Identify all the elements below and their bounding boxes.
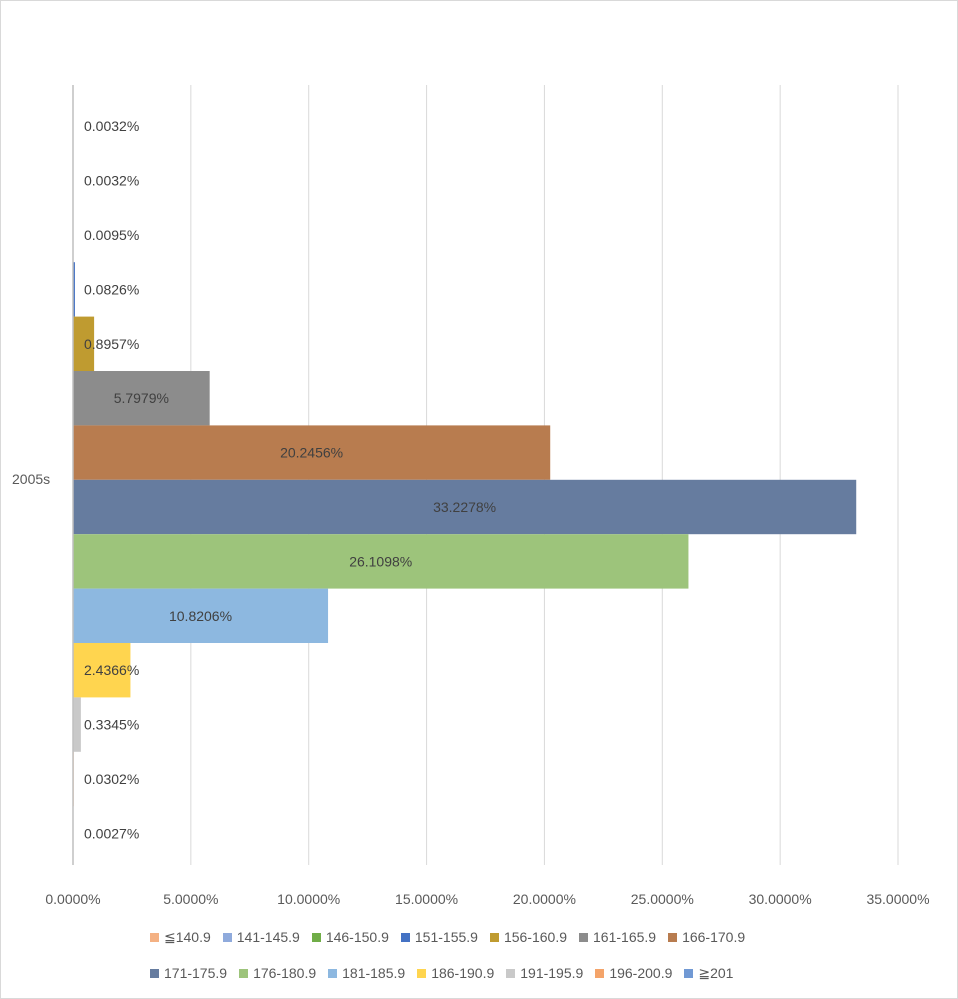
legend-label: ≧201: [698, 964, 734, 981]
legend-label: 151-155.9: [414, 929, 478, 945]
data-label: 0.0032%: [84, 173, 139, 189]
category-label: 2005s: [12, 471, 50, 487]
legend-label: 156-160.9: [503, 929, 568, 945]
legend: ≦140.9 141-145.9 146-150.9 151-155.9 156-160…: [150, 926, 850, 998]
legend-item: ≧201: [684, 965, 733, 982]
legend-label: 171-175.9: [164, 965, 228, 981]
legend-item: 146-150.9: [311, 929, 389, 945]
data-label: 2.4366%: [84, 662, 139, 678]
legend-item: ≦140.9: [150, 929, 211, 946]
data-label: 5.7979%: [114, 390, 169, 406]
legend-swatch: [311, 932, 321, 942]
bar: [73, 697, 81, 752]
x-tick-label: 10.0000%: [277, 891, 340, 907]
legend-swatch: [684, 968, 694, 978]
data-label: 0.0302%: [84, 771, 139, 787]
x-tick-label: 25.0000%: [631, 891, 694, 907]
bar: [73, 316, 95, 371]
legend-label: 191-195.9: [520, 965, 584, 981]
legend-item: 141-145.9: [222, 929, 300, 945]
legend-label: 181-185.9: [342, 965, 406, 981]
data-label: 26.1098%: [349, 553, 412, 569]
legend-label: 186-190.9: [431, 965, 495, 981]
legend-label: 146-150.9: [325, 929, 389, 945]
data-label: 0.8957%: [84, 336, 139, 352]
x-tick-label: 5.0000%: [163, 891, 218, 907]
bar: [73, 425, 551, 480]
data-label: 0.0032%: [84, 118, 139, 134]
legend-item: 161-165.9: [579, 929, 656, 945]
bar: [73, 588, 329, 643]
x-tick-label: 20.0000%: [513, 891, 576, 907]
legend-label: 196-200.9: [609, 965, 673, 981]
legend-label: ≦140.9: [164, 928, 211, 945]
legend-swatch: [400, 932, 410, 942]
legend-swatch: [579, 932, 589, 942]
legend-item: 166-170.9: [668, 929, 745, 945]
legend-swatch: [150, 968, 159, 978]
legend-item: 196-200.9: [595, 965, 672, 981]
x-tick-label: 15.0000%: [395, 891, 458, 907]
legend-item: 151-155.9: [400, 929, 478, 945]
legend-swatch: [150, 932, 159, 942]
legend-item: 176-180.9: [239, 965, 316, 981]
gridlines: [190, 85, 899, 865]
bar: [73, 262, 75, 317]
bar: [73, 534, 689, 589]
legend-label: 176-180.9: [253, 965, 317, 981]
legend-item: 191-195.9: [506, 965, 583, 981]
legend-item: 171-175.9: [150, 965, 227, 981]
bar: [73, 371, 210, 426]
legend-swatch: [595, 968, 605, 978]
legend-label: 141-145.9: [236, 929, 300, 945]
axis: 0.0000% 5.0000% 10.0000% 15.0000% 20.0000% 25…: [45, 85, 930, 907]
data-label: 33.2278%: [433, 499, 496, 515]
x-tick-label: 30.0000%: [749, 891, 812, 907]
data-label: 0.0826%: [84, 281, 139, 297]
legend-swatch: [489, 932, 499, 942]
legend-row: ≦140.9 141-145.9 146-150.9 151-155.9 156-160…: [150, 926, 850, 948]
x-tick-label: 0.0000%: [45, 891, 100, 907]
legend-swatch: [222, 932, 232, 942]
bar: [73, 643, 131, 698]
legend-swatch: [417, 968, 427, 978]
legend-item: 186-190.9: [417, 965, 494, 981]
legend-swatch: [668, 932, 678, 942]
data-label: 10.8206%: [169, 608, 232, 624]
bars: 0.0032% 0.0032% 0.0095% 0.0826% 0.8957% 5.797…: [73, 99, 857, 861]
legend-label: 166-170.9: [682, 929, 746, 945]
legend-swatch: [239, 968, 249, 978]
legend-swatch: [328, 968, 338, 978]
data-label: 0.0095%: [84, 227, 139, 243]
legend-item: 156-160.9: [489, 929, 568, 945]
data-label: 20.2456%: [280, 445, 343, 461]
legend-swatch: [506, 968, 516, 978]
bar: [73, 479, 857, 535]
legend-item: 181-185.9: [328, 965, 405, 981]
x-tick-label: 35.0000%: [866, 891, 929, 907]
data-label: 0.3345%: [84, 717, 139, 733]
data-label: 0.0027%: [84, 825, 139, 841]
legend-label: 161-165.9: [593, 929, 657, 945]
legend-row: 171-175.9 176-180.9 181-185.9 186-190.9 191-…: [150, 962, 850, 984]
